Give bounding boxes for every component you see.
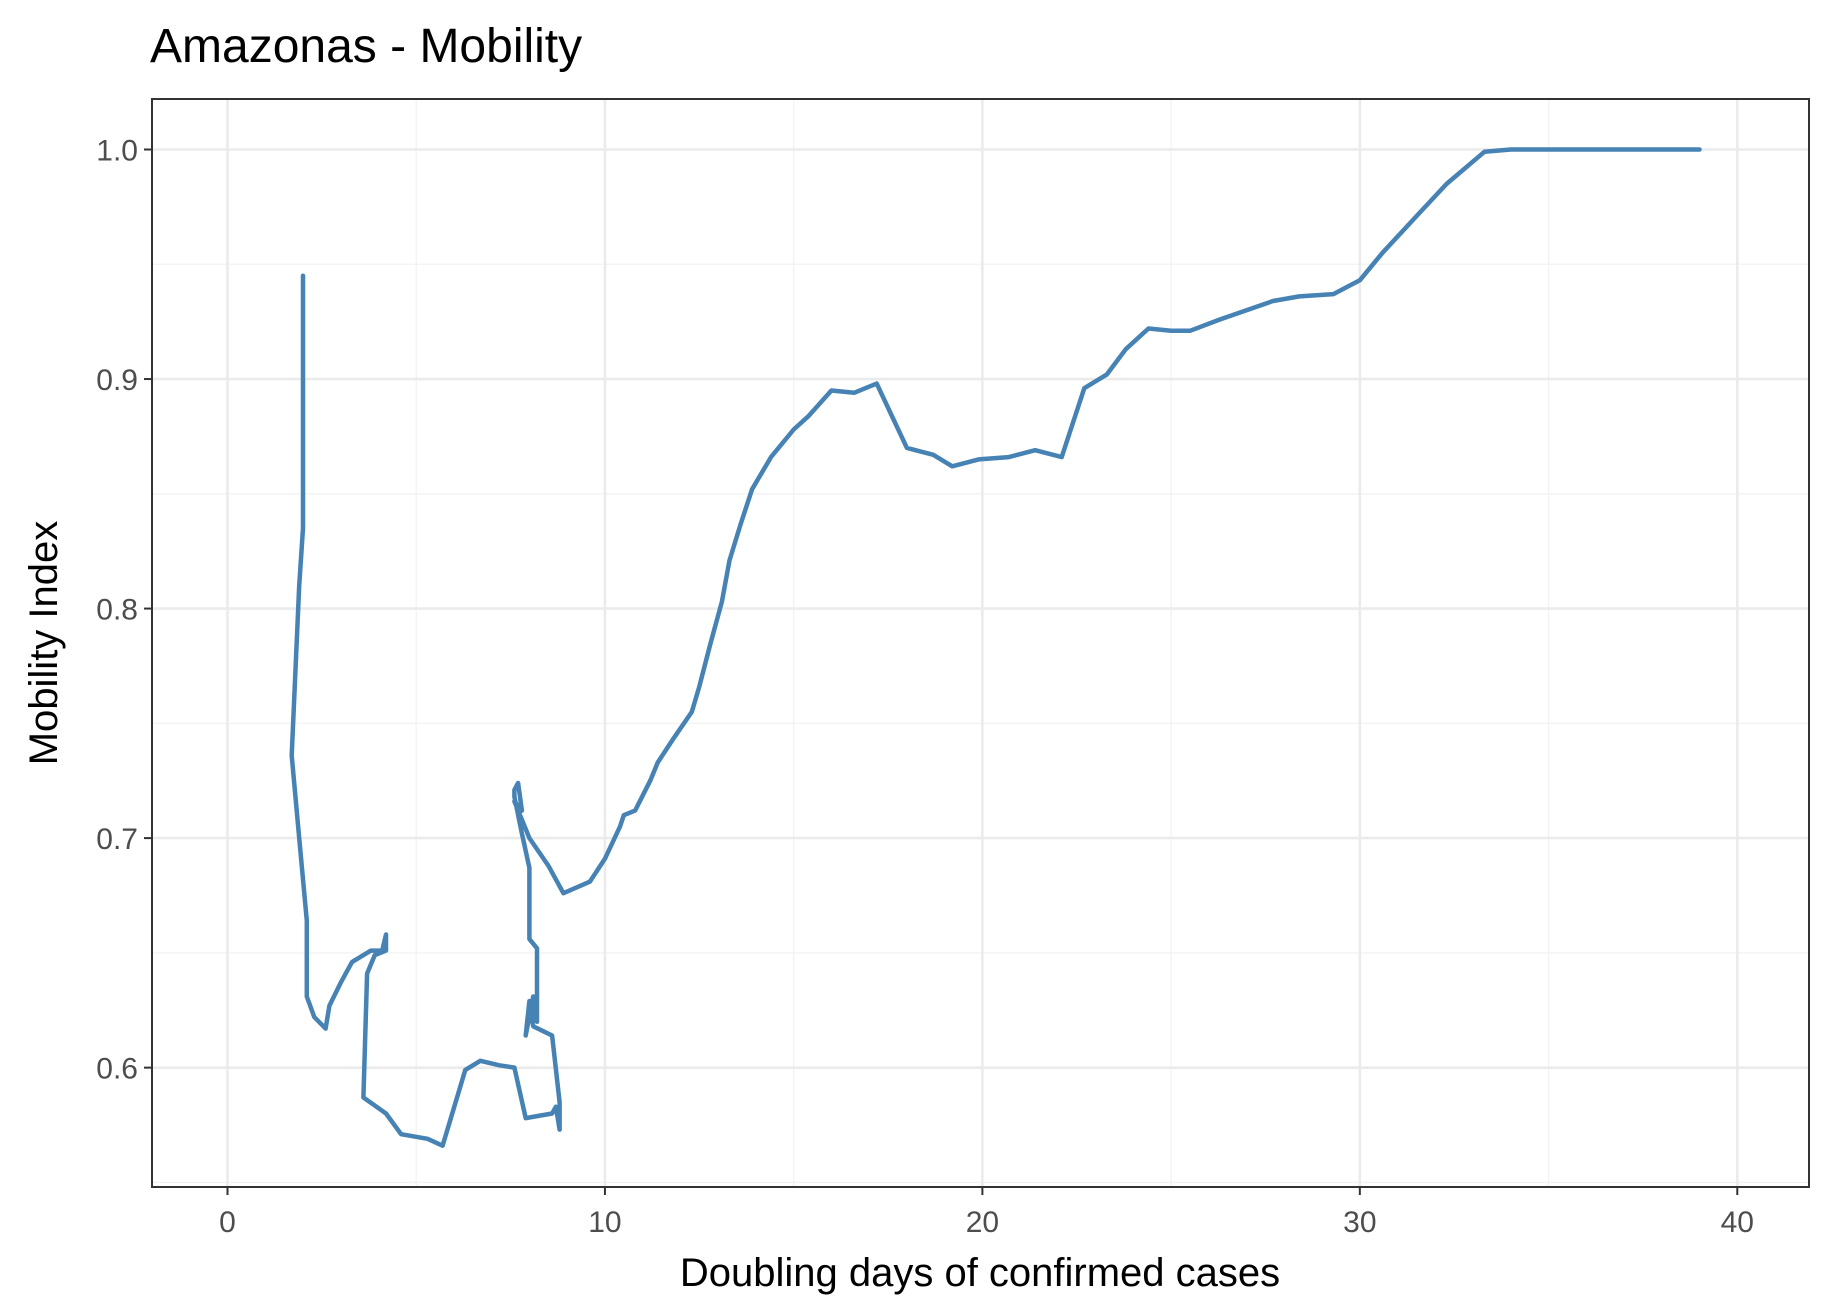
plot-panel-background — [152, 99, 1809, 1187]
y-tick-label: 0.8 — [96, 594, 138, 627]
y-axis: 0.6 0.7 0.8 0.9 1.0 — [96, 134, 152, 1086]
y-tick-label: 0.7 — [96, 823, 138, 856]
chart-title: Amazonas - Mobility — [150, 20, 582, 73]
x-axis: 0 10 20 30 40 — [219, 1187, 1754, 1239]
mobility-series-line — [289, 147, 1702, 1148]
y-axis-label: Mobility Index — [22, 521, 66, 766]
x-axis-label: Doubling days of confirmed cases — [680, 1251, 1280, 1295]
series-layer — [289, 147, 1702, 1148]
x-tick-label: 20 — [966, 1206, 999, 1239]
y-tick-label: 1.0 — [96, 134, 138, 167]
x-tick-label: 0 — [219, 1206, 236, 1239]
x-tick-label: 40 — [1721, 1206, 1754, 1239]
x-tick-label: 10 — [588, 1206, 621, 1239]
y-tick-label: 0.6 — [96, 1053, 138, 1086]
x-tick-label: 30 — [1343, 1206, 1376, 1239]
y-tick-label: 0.9 — [96, 364, 138, 397]
minor-gridlines — [152, 99, 1809, 1187]
plot-panel-border — [151, 98, 1810, 1188]
plot-panel — [151, 98, 1810, 1188]
